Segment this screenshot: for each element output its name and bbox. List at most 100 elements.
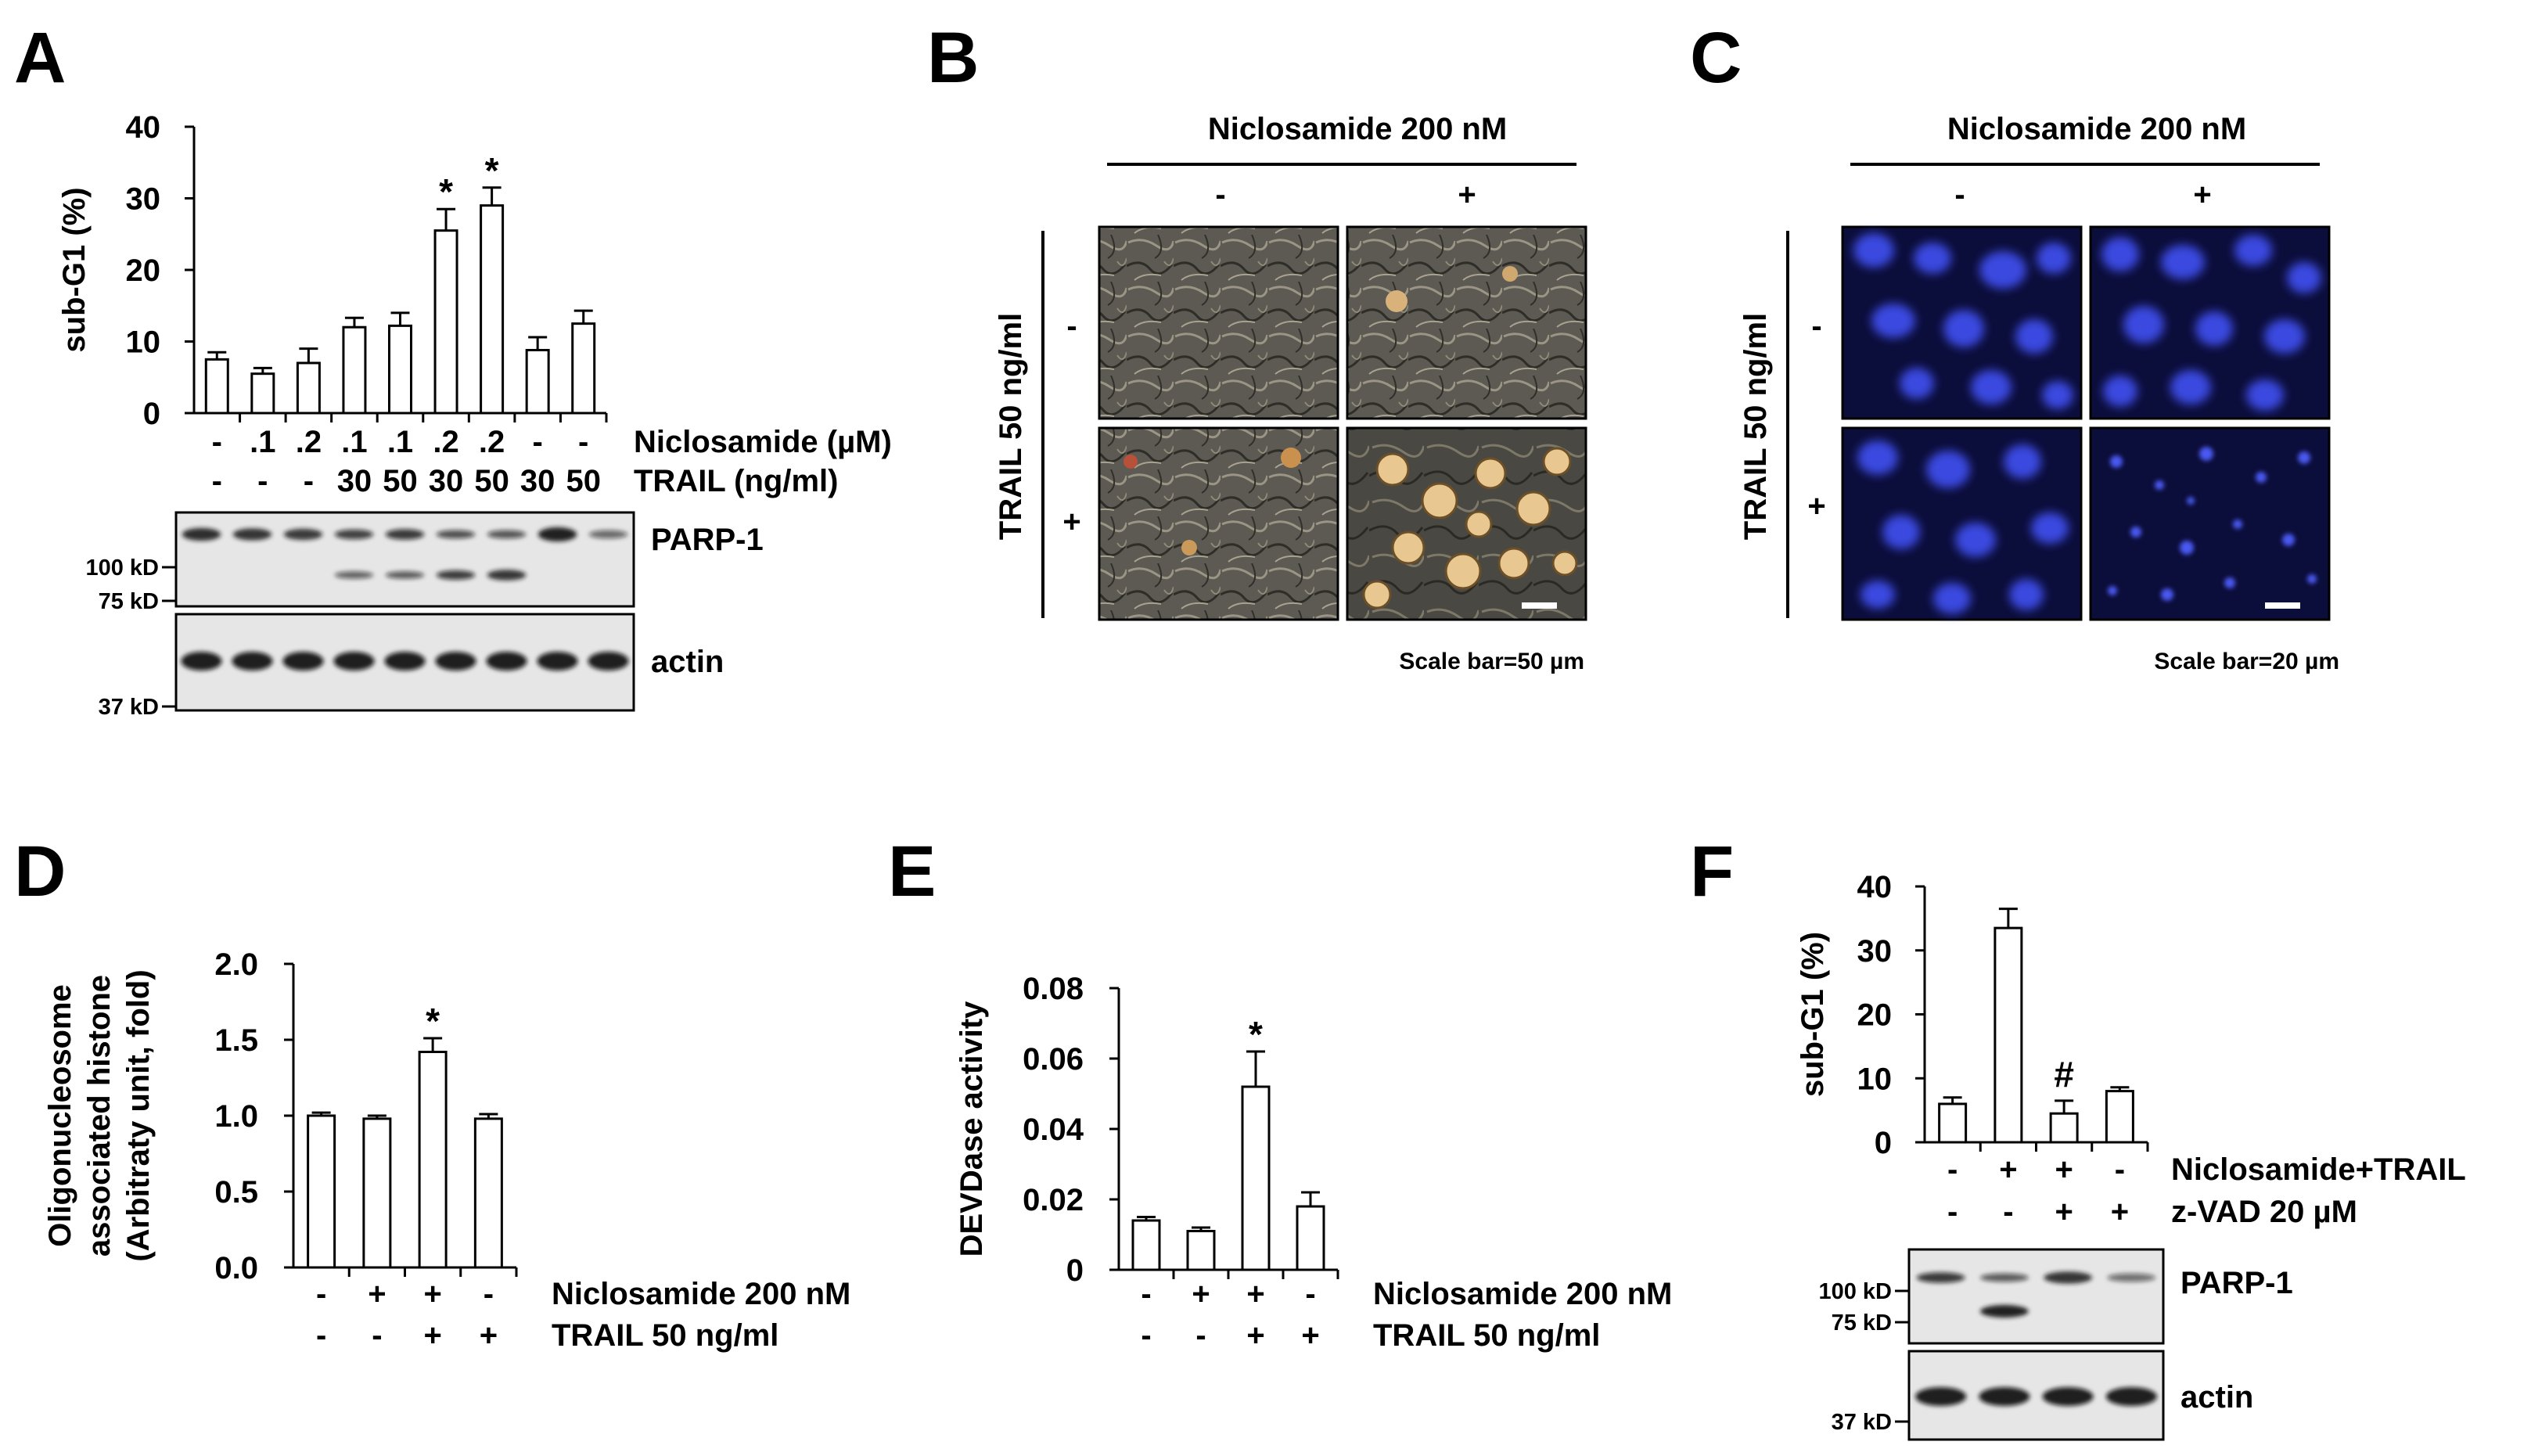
condition-cell-d: -	[316, 1318, 326, 1353]
panel-b-col-label-plus: +	[1458, 178, 1476, 212]
micrograph-b-control	[1098, 225, 1339, 420]
significance-mark-e: *	[1249, 1014, 1263, 1055]
condition-cell-f: +	[2055, 1152, 2073, 1187]
panel-letter-f: F	[1690, 832, 1734, 911]
band-parp-full-a	[283, 528, 323, 541]
y-tick-label-a: 40	[126, 110, 161, 145]
bar-e	[1241, 1085, 1271, 1271]
kd-marker-f: 75 kD	[1832, 1310, 1892, 1336]
band-actin-a	[486, 652, 527, 670]
band-actin-a	[232, 652, 273, 670]
band-actin-a	[384, 652, 426, 670]
panel-b-scale-bar-label: Scale bar=50 µm	[1399, 649, 1584, 674]
condition-cell-d: +	[480, 1318, 498, 1353]
y-tick-label-a: 10	[126, 325, 161, 360]
condition-cell-a: -	[212, 425, 222, 459]
bar-a	[296, 361, 321, 415]
condition-cell-a: .2	[479, 425, 505, 459]
condition-cell-a: 30	[337, 464, 372, 498]
band-parp-full-f	[1916, 1272, 1965, 1283]
y-tick-label-f: 20	[1857, 998, 1893, 1033]
condition-cell-f: +	[1999, 1152, 2017, 1187]
y-tick-label-d: 1.0	[214, 1099, 258, 1134]
condition-label-f: Niclosamide+TRAIL	[2171, 1152, 2466, 1187]
micrograph-c-trail	[1841, 426, 2083, 621]
bar-a	[525, 348, 550, 415]
bar-d	[473, 1117, 503, 1269]
y-axis-title-d: associated histone	[82, 975, 117, 1256]
y-tick-label-d: 1.5	[214, 1023, 258, 1058]
band-parp-full-f	[1980, 1273, 2029, 1282]
band-parp-full-a	[487, 530, 527, 539]
micrograph-b-combination	[1346, 426, 1587, 621]
panel-letter-b: B	[927, 18, 979, 98]
western-blot-a: PARP-1 actin 100 kD 75 kD 37 kD	[85, 511, 764, 720]
panel-b-col-label-minus: -	[1215, 178, 1225, 212]
condition-label-f: z-VAD 20 µM	[2171, 1195, 2357, 1229]
y-tick-label-f: 10	[1857, 1062, 1893, 1096]
condition-label-a: Niclosamide (µM)	[634, 425, 892, 459]
micrograph-b-niclosamide	[1346, 225, 1587, 420]
condition-cell-d: +	[423, 1318, 441, 1353]
panel-c-scale-bar-label: Scale bar=20 µm	[2154, 649, 2339, 674]
blot-label-parp-f: PARP-1	[2180, 1266, 2293, 1300]
condition-cell-a: 30	[429, 464, 464, 498]
panel-b-row-label-minus: -	[1066, 309, 1077, 343]
bar-a	[342, 325, 367, 415]
band-actin-a	[588, 652, 629, 670]
bar-a	[388, 324, 412, 415]
kd-marker-a: 100 kD	[85, 555, 159, 581]
band-parp-full-f	[2107, 1273, 2156, 1282]
panel-b-header: Niclosamide 200 nM	[1208, 112, 1507, 146]
condition-cell-e: +	[1301, 1318, 1319, 1353]
band-parp-cleaved-a	[436, 570, 476, 580]
panel-letter-c: C	[1690, 18, 1742, 98]
condition-label-d: Niclosamide 200 nM	[552, 1277, 850, 1311]
y-tick-label-e: 0.04	[1023, 1113, 1084, 1147]
band-actin-a	[333, 652, 375, 670]
condition-cell-f: -	[2003, 1195, 2013, 1229]
condition-cell-f: +	[2111, 1195, 2129, 1229]
band-parp-full-a	[182, 527, 221, 541]
panel-c-header: Niclosamide 200 nM	[1947, 112, 2246, 146]
blot-label-actin-a: actin	[651, 645, 724, 679]
panel-b-row-title: TRAIL 50 ng/ml	[994, 313, 1028, 540]
y-tick-label-f: 40	[1857, 870, 1893, 904]
blot-box-parp-f	[1907, 1248, 2165, 1345]
band-parp-cleaved-a	[334, 571, 374, 579]
panel-letter-a: A	[14, 18, 66, 98]
blot-label-actin-f: actin	[2180, 1380, 2253, 1415]
condition-cell-a: -	[304, 464, 314, 498]
chart-e: 0 0.02 0.04 0.06 0.08 DEVDase activity * - + + - Ni…	[955, 972, 1672, 1353]
panel-c-col-label-plus: +	[2193, 178, 2211, 212]
bar-e	[1186, 1230, 1216, 1271]
condition-cell-f: -	[1947, 1195, 1958, 1229]
condition-cell-a: 50	[383, 464, 418, 498]
condition-cell-a: .2	[296, 425, 322, 459]
band-parp-cleaved-a	[487, 570, 527, 581]
bar-d	[307, 1114, 336, 1269]
bar-a	[250, 372, 275, 415]
condition-cell-d: +	[423, 1277, 441, 1311]
band-parp-full-a	[436, 530, 476, 539]
condition-cell-f: -	[1947, 1152, 1958, 1187]
y-tick-label-e: 0.02	[1023, 1183, 1084, 1217]
blot-box-parp-a	[174, 511, 635, 608]
panel-c-col-label-minus: -	[1954, 178, 1965, 212]
condition-cell-a: 30	[520, 464, 555, 498]
bar-f	[1938, 1102, 1968, 1144]
condition-cell-a: 50	[566, 464, 601, 498]
condition-cell-d: -	[484, 1277, 494, 1311]
condition-cell-e: -	[1141, 1318, 1151, 1353]
bar-a	[571, 322, 596, 415]
condition-cell-d: -	[316, 1277, 326, 1311]
bar-f	[1994, 926, 2023, 1144]
y-tick-label-d: 0.0	[214, 1251, 258, 1285]
band-actin-f	[2042, 1387, 2094, 1406]
band-actin-a	[282, 652, 324, 670]
band-parp-full-a	[334, 529, 374, 540]
band-parp-full-a	[537, 527, 577, 541]
panel-c-row-label-plus: +	[1807, 489, 1825, 523]
